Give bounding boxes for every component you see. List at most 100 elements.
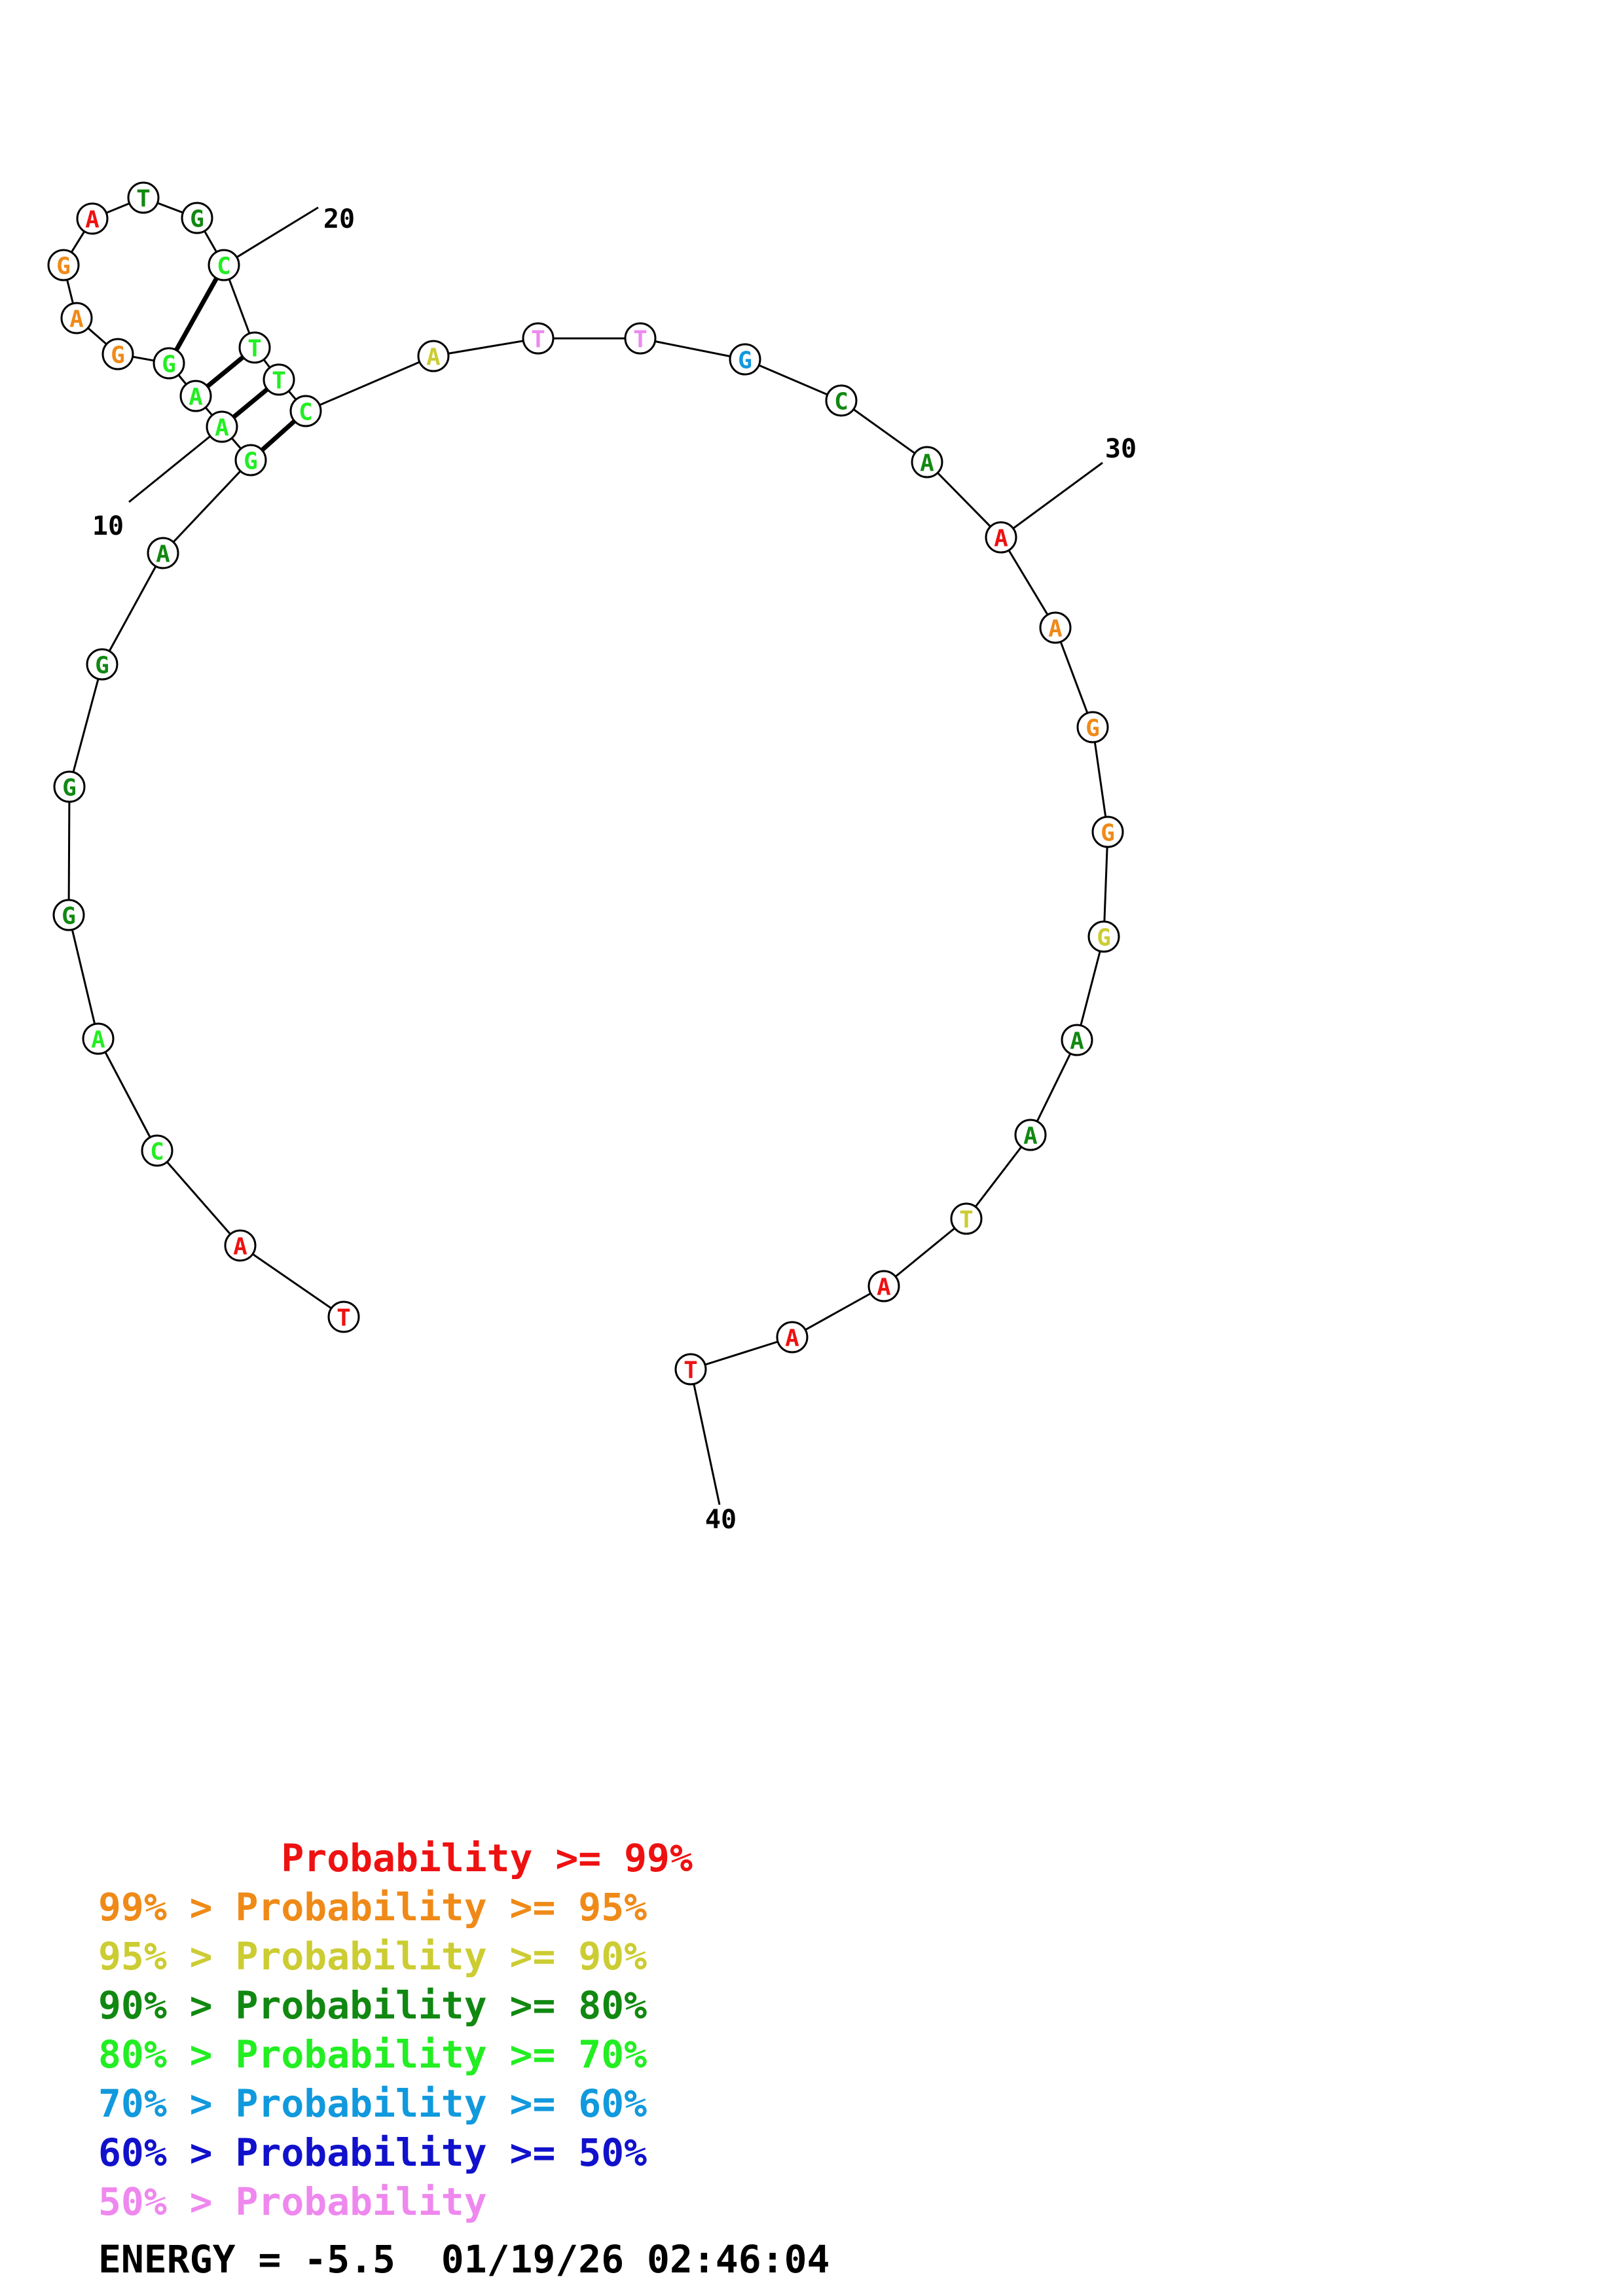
nucleotide-letter: A [69,306,84,333]
legend-row-below50: 50% > Probability [98,2179,487,2224]
legend-row-p90: 95% > Probability >= 90% [98,1934,647,1979]
nucleotide-circle [1087,920,1120,953]
backbone-segment [792,1285,884,1338]
backbone-segment [690,1336,793,1371]
backbone-segment [926,461,1002,539]
nucleotide-circle [53,770,86,803]
tick-line [128,425,223,503]
nucleotide-circle [776,1321,809,1354]
nucleotide-letter: G [162,351,176,378]
nucleotide-circle [911,446,943,478]
nucleotide: G [101,338,134,370]
backbone-segment [433,337,539,357]
nucleotide-circle [825,384,858,417]
nucleotide-letter: A [877,1274,891,1301]
nucleotide-circle [729,343,761,376]
legend-row-p80: 90% > Probability >= 80% [98,1983,647,2028]
backbone-segment [744,358,842,402]
backbone-segment [883,1217,967,1287]
nucleotide: G [153,347,185,380]
legend-row-p70: 80% > Probability >= 70% [98,2032,647,2077]
nucleotide: A [776,1321,809,1354]
nucleotide-letter: A [85,207,100,234]
nucleotide: A [1061,1024,1093,1056]
backbone-segment [1091,726,1109,833]
nucleotide: A [985,521,1017,554]
energy-timestamp: ENERGY = -5.5 01/19/26 02:46:04 [98,2237,830,2282]
nucleotide-circle [60,302,93,334]
nucleotide-letter: A [785,1325,799,1352]
nucleotide: G [729,343,761,376]
nucleotide-letter: C [299,399,313,426]
nucleotide: G [47,249,80,281]
nucleotide: T [624,322,657,355]
backbone-segment [101,552,164,665]
nucleotide-letter: T [247,336,262,363]
tick-label: 20 [323,204,355,234]
backbone-segment [156,1150,242,1246]
tick-lines [128,206,1103,1505]
nucleotide: G [86,648,119,681]
nucleotide: A [224,1229,257,1262]
nucleotide-letter: A [1070,1028,1084,1055]
tick-label: 40 [705,1505,737,1535]
nucleotide-circle [417,340,450,372]
nucleotide-letter: A [189,384,203,411]
backbone-segment [1054,627,1094,728]
nucleotide-letter: C [834,389,848,416]
nucleotide: T [238,331,271,364]
tick-label: 10 [92,511,124,541]
nucleotide: A [1014,1119,1047,1151]
nucleotide-letter: A [156,541,170,568]
nucleotide-letter: A [91,1027,105,1054]
nucleotide: A [82,1022,115,1055]
nucleotide: A [1039,611,1072,644]
nucleotide-letter: A [233,1234,247,1261]
nucleotide-circle [234,444,267,476]
nucleotide: T [127,181,160,214]
nucleotide-circle [263,363,295,396]
nucleotide: G [181,202,213,234]
nucleotide: A [179,380,212,412]
nucleotide: G [234,444,267,476]
nucleotide-circle [985,521,1017,554]
nucleotide-letter: A [920,450,934,477]
nucleotide-circle [624,322,657,355]
nucleotide-circle [867,1270,900,1302]
backbone-segment [240,1244,344,1318]
backbone-segment [965,1134,1032,1219]
nucleotide: T [950,1202,983,1235]
tick-label: 30 [1105,434,1137,464]
nucleotide: C [825,384,858,417]
nucleotide: G [1087,920,1120,953]
nucleotide-circle [52,899,85,931]
tick-line [689,1369,721,1505]
nucleotide-letter: T [136,186,151,213]
nucleotide: A [60,302,93,334]
nucleotide-circle [76,202,109,235]
nucleotide-circle [1039,611,1072,644]
nucleotide-circle [127,181,160,214]
nucleotide-circle [179,380,212,412]
nucleotide-letter: G [62,903,76,930]
nucleotide-letter: A [426,344,441,371]
nucleotide-letter: G [244,448,258,475]
nucleotide-letter: T [684,1357,698,1384]
nucleotide-circle [224,1229,257,1262]
backbone-segment [841,399,928,463]
nucleotide: A [911,446,943,478]
nucleotide-circle [206,410,238,443]
nucleotide-circle [141,1134,173,1167]
nucleotide: G [1091,816,1124,848]
backbone-segment [1029,1039,1078,1136]
nucleotide-circle [674,1353,707,1386]
nucleotide-circle [181,202,213,234]
nucleotide-letter: G [111,342,125,369]
nucleotide-letter: A [1023,1123,1038,1150]
nucleotide-circle [1091,816,1124,848]
backbone-segment [640,337,746,361]
legend-row-p95: 99% > Probability >= 95% [98,1885,647,1929]
nucleotide: T [327,1300,360,1333]
nucleotide: C [289,395,322,427]
